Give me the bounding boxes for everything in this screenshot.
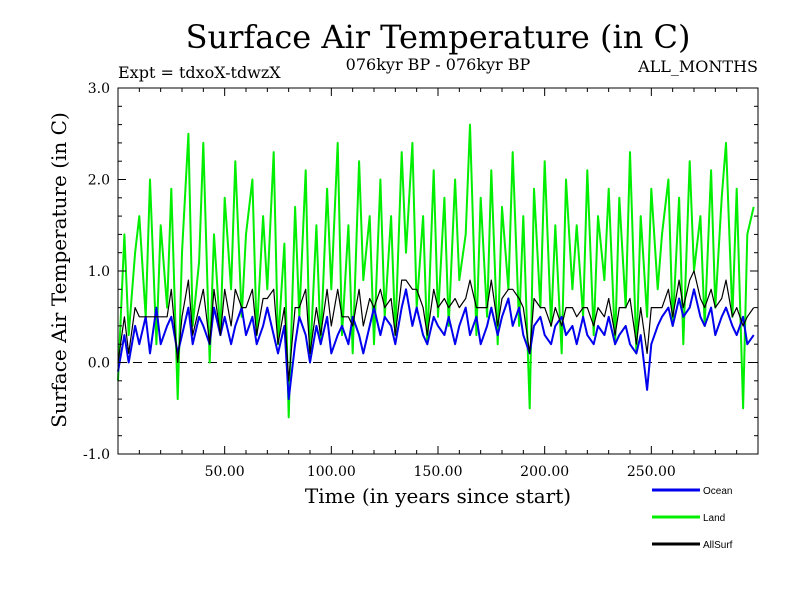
x-tick-label: 150.00 <box>414 464 463 480</box>
series-line-allsurf <box>117 270 755 382</box>
y-tick-label: 0.0 <box>88 356 110 372</box>
legend-label-land: Land <box>703 513 725 524</box>
legend-label-ocean: Ocean <box>703 486 732 497</box>
plot-area <box>117 87 759 455</box>
x-axis-title: Time (in years since start) <box>305 484 571 508</box>
y-tick-label: 1.0 <box>88 264 110 280</box>
period-label: 076kyr BP - 076kyr BP <box>346 55 531 74</box>
experiment-label: Expt = tdxoX-tdwzX <box>118 63 281 82</box>
legend-label-allsurf: AllSurf <box>703 540 733 551</box>
x-tick-label: 100.00 <box>307 464 356 480</box>
series-line-ocean <box>117 288 755 401</box>
chart-title: Surface Air Temperature (in C) <box>186 18 691 56</box>
months-label: ALL_MONTHS <box>637 57 758 76</box>
y-tick-label: 2.0 <box>88 173 110 189</box>
x-tick-label: 50.00 <box>205 464 245 480</box>
y-axis: -1.0 0.0 1.0 2.0 3.0 <box>83 81 758 463</box>
x-tick-label: 250.00 <box>627 464 676 480</box>
legend: Ocean Land AllSurf <box>652 486 733 551</box>
x-axis: 50.00 100.00 150.00 200.00 250.00 <box>138 88 738 480</box>
y-axis-title: Surface Air Temperature (in C) <box>47 112 71 428</box>
y-tick-label: 3.0 <box>88 81 110 97</box>
y-tick-label: -1.0 <box>83 447 110 463</box>
series-line-land <box>117 123 755 419</box>
x-tick-label: 200.00 <box>520 464 569 480</box>
series-layer <box>117 123 755 419</box>
